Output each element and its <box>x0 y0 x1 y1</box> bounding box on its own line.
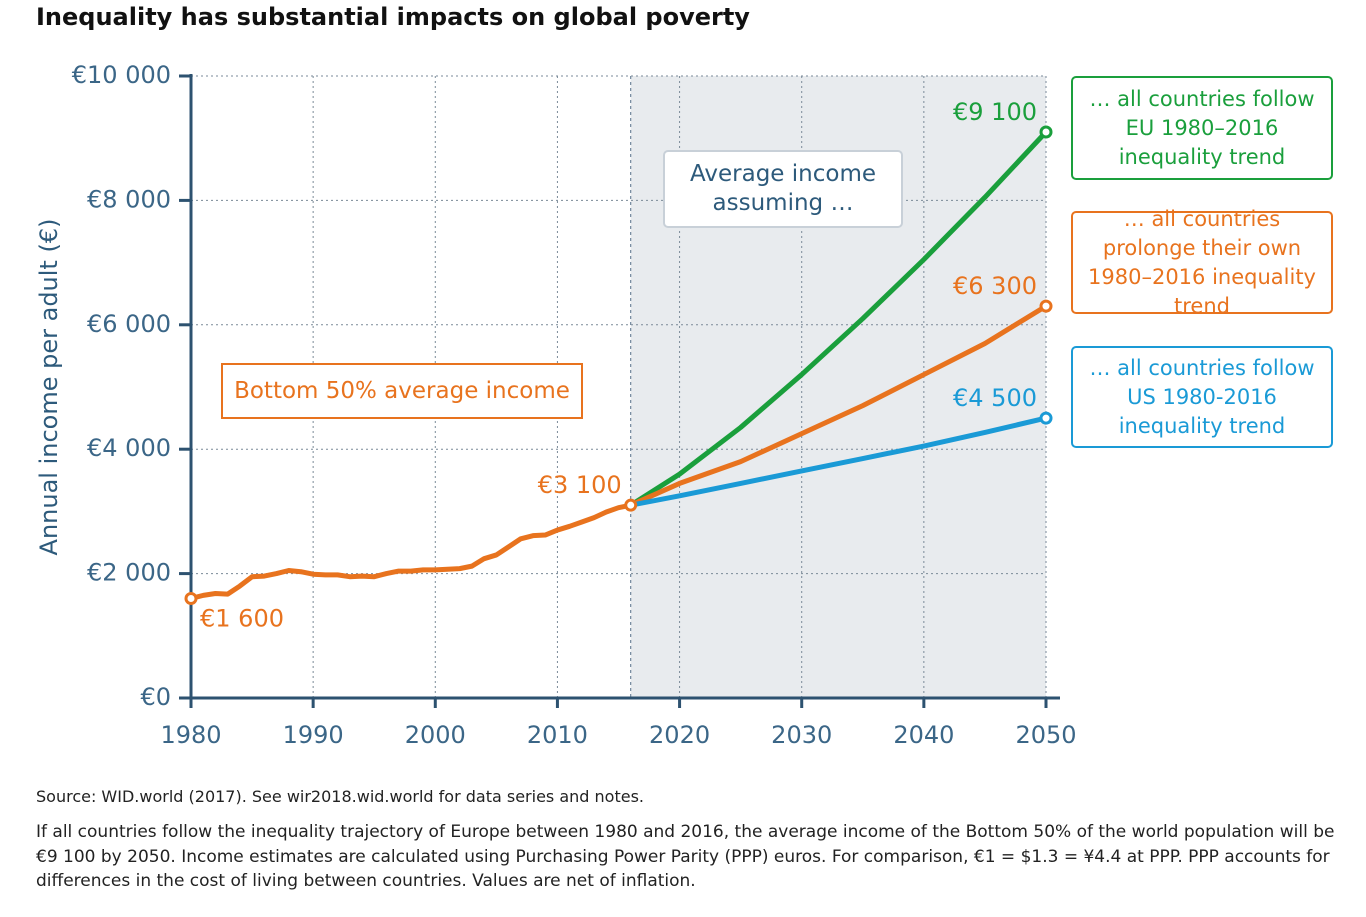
y-tick-label: €6 000 <box>87 310 171 338</box>
x-tick-label: 2040 <box>893 721 954 749</box>
value-label: €9 100 <box>953 98 1037 126</box>
series-line <box>190 502 632 601</box>
legend-box: … all countries follow US 1980-2016 ineq… <box>1071 346 1333 448</box>
legend-box: … all countries follow EU 1980–2016 ineq… <box>1071 76 1333 180</box>
point-marker <box>1039 125 1053 139</box>
point-marker <box>184 591 198 605</box>
series-line <box>629 304 1048 508</box>
series-line <box>630 415 1047 508</box>
point-marker <box>1039 411 1053 425</box>
value-label: €3 100 <box>538 471 622 499</box>
series-label: Bottom 50% average income <box>221 363 583 419</box>
y-axis-label: Annual income per adult (€) <box>35 219 63 556</box>
y-tick-label: €4 000 <box>87 434 171 462</box>
point-marker <box>624 498 638 512</box>
x-tick-label: 2020 <box>649 721 710 749</box>
y-tick-label: €0 <box>140 683 171 711</box>
x-tick-label: 2000 <box>405 721 466 749</box>
annotation-box: Average income assuming … <box>663 150 903 228</box>
source: Source: WID.world (2017). See wir2018.wi… <box>36 787 644 806</box>
series-line <box>629 130 1048 508</box>
x-tick-label: 2030 <box>771 721 832 749</box>
x-tick-label: 2010 <box>527 721 588 749</box>
x-tick-label: 1980 <box>160 721 221 749</box>
y-tick-label: €10 000 <box>72 61 171 89</box>
chart-title: Inequality has substantial impacts on gl… <box>36 3 750 31</box>
legend-box: … all countries prolonge their own 1980–… <box>1071 207 1333 318</box>
point-marker <box>1039 299 1053 313</box>
y-tick-label: €2 000 <box>87 559 171 587</box>
value-label: €6 300 <box>953 272 1037 300</box>
value-label: €1 600 <box>200 604 284 632</box>
x-tick-label: 1990 <box>283 721 344 749</box>
x-tick-label: 2050 <box>1015 721 1076 749</box>
note: If all countries follow the inequality t… <box>36 822 1335 891</box>
value-label: €4 500 <box>953 384 1037 412</box>
y-tick-label: €8 000 <box>87 185 171 213</box>
